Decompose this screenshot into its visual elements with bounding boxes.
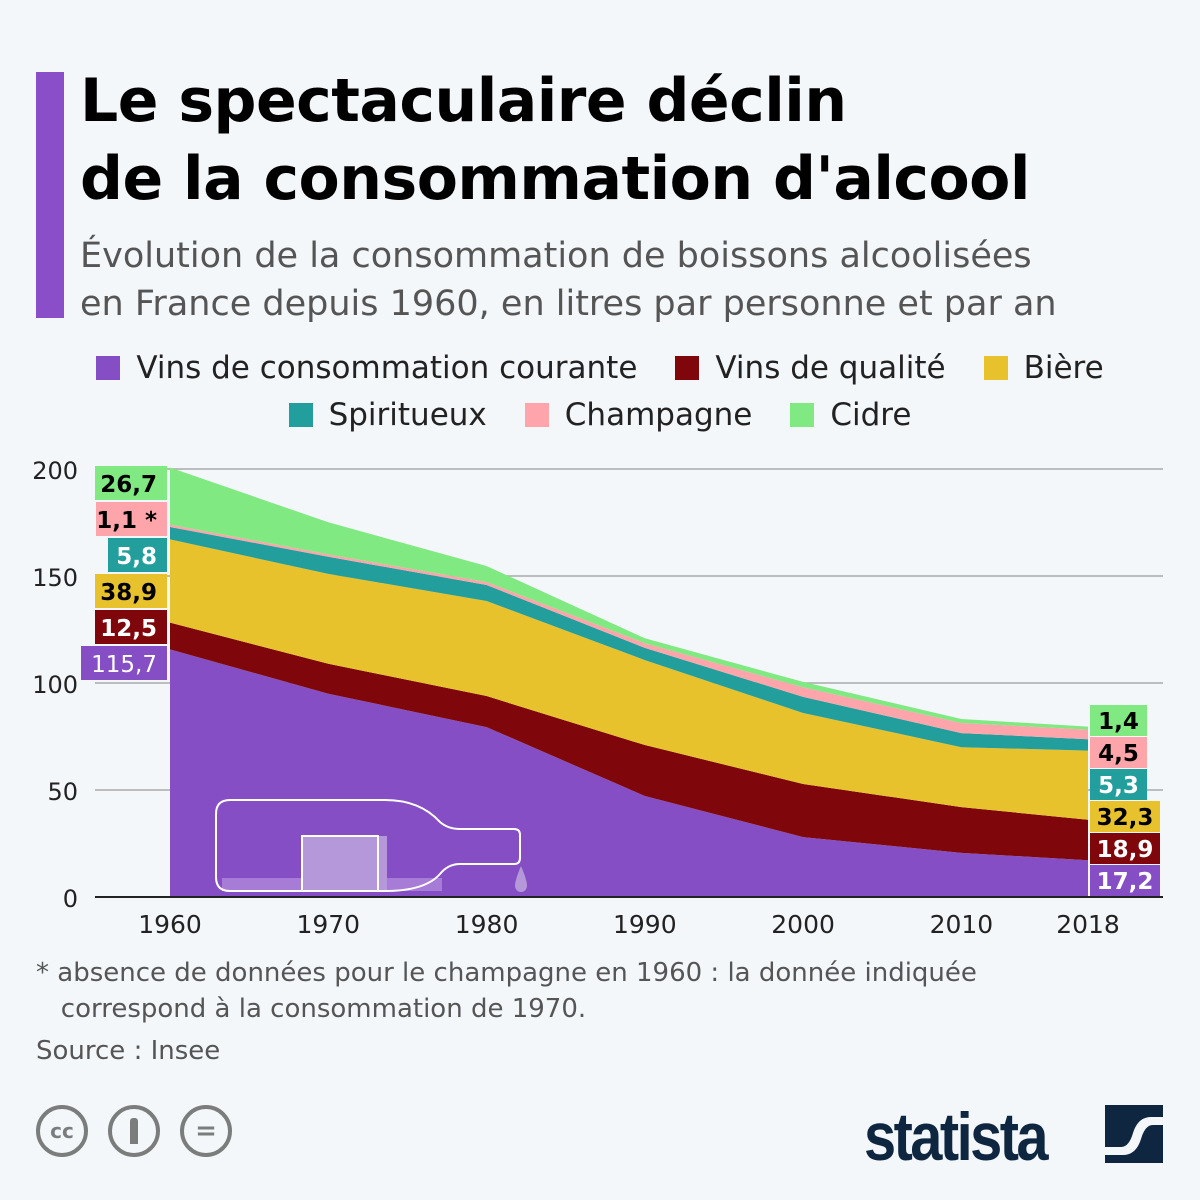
subtitle-line-2: en France depuis 1960, en litres par per… [80, 284, 1057, 324]
cc-icon[interactable]: cc [36, 1105, 88, 1157]
end-label-0: 17,2 [1090, 865, 1160, 896]
start-label-box [96, 502, 167, 536]
legend-swatch [790, 403, 815, 427]
legend-label: Spiritueux [328, 397, 487, 433]
y-tick-label: 50 [47, 778, 78, 806]
legend-row-2: Spiritueux Champagne Cidre [0, 397, 1200, 433]
end-label-box [1090, 865, 1160, 896]
title-line-2: de la consommation d'alcool [80, 144, 1030, 214]
legend-label: Cidre [830, 397, 912, 433]
x-tick-label: 2010 [930, 910, 994, 939]
start-label-text: 26,7 [100, 472, 157, 498]
attribution-icon[interactable] [108, 1105, 160, 1157]
y-tick-label: 0 [63, 885, 78, 913]
legend-label: Bière [1023, 350, 1104, 386]
source: Source : Insee [36, 1036, 221, 1066]
end-label-text: 1,4 [1098, 709, 1139, 735]
legend-swatch [288, 403, 313, 427]
y-tick-label: 150 [32, 564, 78, 592]
legend-item-cidre: Cidre [790, 397, 911, 433]
end-label-2: 32,3 [1090, 801, 1160, 832]
start-label-3: 5,8 [108, 538, 167, 572]
x-tick-label: 1970 [296, 910, 360, 939]
area-3 [170, 526, 1088, 751]
end-label-box [1090, 737, 1147, 768]
stacked-area-chart: 0 50 100 150 200 1960 1970 1980 1990 2000 2010 2018… [32, 457, 1163, 939]
end-label-4: 4,5 [1090, 737, 1147, 768]
x-tick-label: 1960 [138, 910, 202, 939]
legend-label: Vins de qualité [715, 350, 946, 386]
subtitle: Évolution de la consommation de boissons… [80, 232, 1057, 328]
end-label-text: 18,9 [1097, 837, 1154, 863]
start-label-0: 115,7 [81, 646, 167, 680]
legend-swatch [983, 356, 1008, 380]
end-label-text: 17,2 [1097, 869, 1154, 895]
start-label-text: 1,1 * [96, 508, 157, 534]
wine-bottle-icon [215, 799, 527, 892]
start-label-text: 38,9 [100, 580, 157, 606]
legend-item-biere: Bière [983, 350, 1104, 386]
x-tick-label: 2018 [1056, 910, 1120, 939]
legend-item-champagne: Champagne [524, 397, 753, 433]
page-title: Le spectaculaire déclin de la consommati… [80, 62, 1030, 218]
start-label-5: 26,7 [95, 466, 167, 500]
end-label-1: 18,9 [1090, 833, 1160, 864]
statista-logo-mark-icon [1105, 1105, 1163, 1163]
end-label-5: 1,4 [1090, 705, 1147, 736]
statista-logo[interactable]: statista [864, 1099, 1049, 1175]
x-tick-label: 1990 [613, 910, 677, 939]
area-2 [170, 539, 1088, 820]
no-derivatives-icon[interactable]: = [180, 1105, 232, 1157]
footnote-line-2: correspond à la consommation de 1970. [36, 994, 587, 1024]
end-label-box [1090, 705, 1147, 736]
legend-swatch [524, 403, 549, 427]
start-label-box [95, 610, 167, 644]
end-label-box [1090, 769, 1147, 800]
y-tick-label: 200 [32, 457, 78, 485]
start-label-2: 38,9 [95, 574, 167, 608]
start-label-box [108, 538, 167, 572]
legend-row-1: Vins de consommation courante Vins de qu… [0, 350, 1200, 386]
legend-item-vins-qualite: Vins de qualité [675, 350, 946, 386]
y-tick-label: 100 [32, 671, 78, 699]
start-label-text: 115,7 [91, 652, 157, 678]
legend-label: Vins de consommation courante [136, 350, 638, 386]
legend-item-vins-courants: Vins de consommation courante [96, 350, 637, 386]
title-line-1: Le spectaculaire déclin [80, 66, 847, 136]
end-label-3: 5,3 [1090, 769, 1147, 800]
accent-bar [36, 72, 64, 318]
end-label-text: 5,3 [1098, 773, 1139, 799]
area-0 [170, 649, 1088, 897]
start-label-box [95, 466, 167, 500]
legend-item-spiritueux: Spiritueux [288, 397, 487, 433]
end-label-text: 32,3 [1097, 805, 1154, 831]
area-1 [170, 622, 1088, 861]
x-tick-label: 2000 [771, 910, 835, 939]
start-label-box [95, 574, 167, 608]
end-label-box [1090, 801, 1160, 832]
legend-swatch [96, 356, 121, 380]
start-label-text: 5,8 [116, 544, 157, 570]
start-label-1: 12,5 [95, 610, 167, 644]
start-label-4: 1,1 * [96, 502, 167, 536]
footnote: * absence de données pour le champagne e… [36, 955, 977, 1027]
x-tick-label: 1980 [455, 910, 519, 939]
start-label-box [81, 646, 167, 680]
start-label-text: 12,5 [100, 616, 157, 642]
footnote-line-1: * absence de données pour le champagne e… [36, 958, 977, 988]
legend-label: Champagne [564, 397, 753, 433]
end-label-box [1090, 833, 1160, 864]
legend-swatch [675, 356, 700, 380]
subtitle-line-1: Évolution de la consommation de boissons… [80, 236, 1032, 276]
end-label-text: 4,5 [1098, 741, 1139, 767]
